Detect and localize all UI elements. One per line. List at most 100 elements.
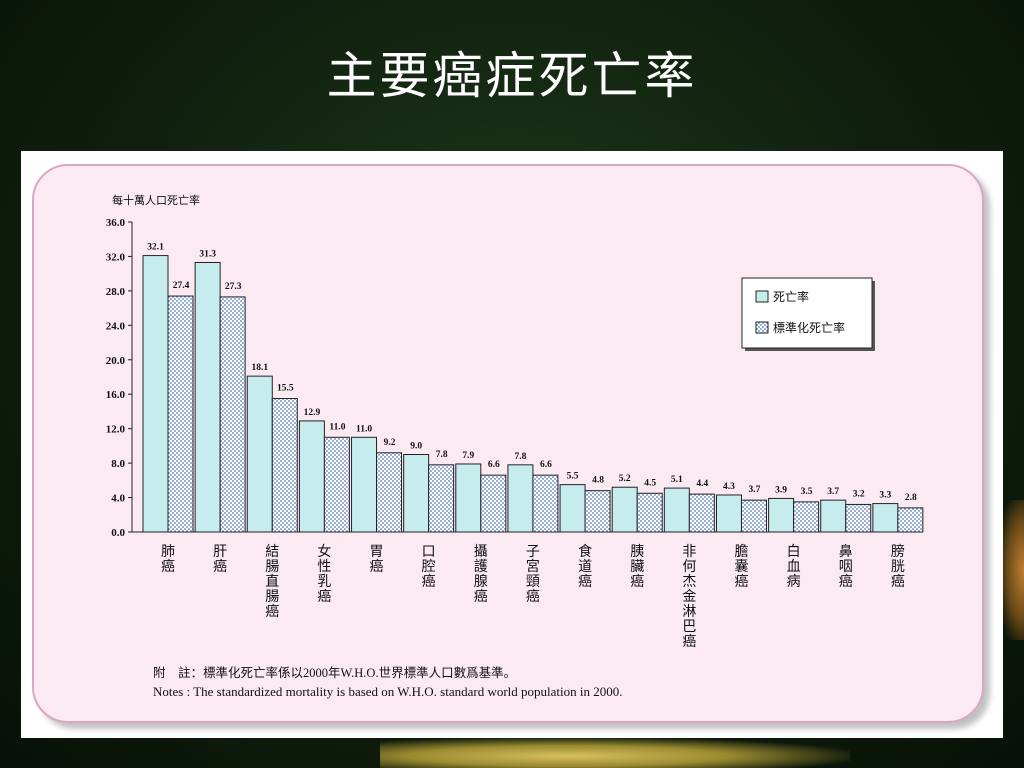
bar-mortality: [142, 255, 169, 533]
y-tick-label: 8.0: [111, 458, 125, 470]
legend-box: [741, 277, 873, 349]
background-decoration: [380, 738, 850, 768]
data-label-mortality: 4.3: [723, 482, 735, 492]
x-tick-label: 結腸直腸癌: [265, 544, 279, 620]
data-label-standardized: 11.0: [329, 422, 345, 432]
legend-swatch-mortality: [755, 290, 769, 303]
bar-standardized-mortality: [688, 493, 715, 533]
bar-standardized-mortality: [793, 501, 820, 533]
x-tick-label: 肺癌: [161, 544, 175, 575]
bar-standardized-mortality: [532, 474, 559, 533]
bar-chart: 每十萬人口死亡率 0.0 4.0 8.0 12.0 16.0 20.0 24.0 28.0 32…: [106, 193, 924, 650]
bars-layer: 32.1 27.4 31.3 27.3 18.1 15.5 12.9 11.0 11.0 9.2 9…: [142, 243, 924, 533]
data-label-mortality: 5.1: [671, 475, 683, 485]
y-tick-label: 20.0: [106, 355, 126, 367]
data-label-standardized: 15.5: [277, 384, 294, 394]
data-label-mortality: 12.9: [304, 408, 321, 418]
bar-standardized-mortality: [323, 436, 350, 533]
x-tick-label: 胃癌: [370, 544, 384, 575]
bar-standardized-mortality: [219, 296, 246, 533]
data-label-standardized: 4.5: [644, 478, 656, 488]
figure-panel: 每十萬人口死亡率 0.0 4.0 8.0 12.0 16.0 20.0 24.0 28.0 32…: [21, 151, 1003, 738]
data-label-mortality: 9.0: [410, 442, 422, 452]
bar-mortality: [194, 261, 221, 533]
bar-standardized-mortality: [376, 452, 403, 533]
data-label-mortality: 5.2: [619, 474, 631, 484]
legend-label-mortality: 死亡率: [773, 289, 809, 304]
y-tick-label: 0.0: [111, 527, 125, 539]
bar-mortality: [559, 484, 586, 533]
data-label-standardized: 27.3: [225, 282, 242, 292]
data-label-standardized: 3.5: [801, 487, 813, 497]
x-tick-labels: 肺癌 肝癌 結腸直腸癌 女性乳癌 胃癌 口腔癌 攝護腺癌 子宮頸癌 食道癌 胰臟癌 非何杰金淋巴癌 膽…: [161, 543, 905, 650]
data-label-mortality: 3.9: [775, 485, 787, 495]
y-tick-label: 28.0: [106, 286, 126, 298]
data-label-standardized: 27.4: [173, 281, 190, 291]
data-label-standardized: 7.8: [436, 450, 448, 460]
data-label-standardized: 6.6: [540, 460, 552, 470]
bar-standardized-mortality: [740, 499, 767, 533]
x-tick-label: 非何杰金淋巴癌: [682, 544, 696, 650]
bar-mortality: [507, 464, 534, 533]
legend-swatch-standardized: [755, 321, 769, 334]
bar-mortality: [351, 436, 378, 533]
data-label-mortality: 32.1: [147, 243, 164, 253]
y-tick-label: 12.0: [106, 424, 126, 436]
bar-mortality: [663, 487, 690, 533]
x-tick-label: 膀胱癌: [891, 543, 905, 590]
slide-title: 主要癌症死亡率: [326, 47, 698, 105]
bar-mortality: [820, 499, 847, 533]
x-tick-label: 胰臟癌: [630, 544, 644, 590]
x-tick-label: 食道癌: [578, 543, 592, 590]
data-label-standardized: 3.7: [749, 485, 761, 495]
data-label-standardized: 2.8: [905, 493, 917, 503]
bar-standardized-mortality: [897, 507, 924, 533]
data-label-mortality: 3.7: [827, 487, 839, 497]
data-label-standardized: 9.2: [384, 438, 396, 448]
bar-mortality: [298, 420, 325, 533]
chart-frame: 每十萬人口死亡率 0.0 4.0 8.0 12.0 16.0 20.0 24.0 28.0 32…: [32, 164, 984, 723]
data-label-standardized: 4.4: [696, 479, 708, 489]
x-tick-label: 白血病: [787, 544, 801, 590]
data-label-mortality: 7.9: [462, 451, 474, 461]
data-label-mortality: 31.3: [199, 249, 216, 259]
data-label-standardized: 4.8: [592, 476, 604, 486]
bar-standardized-mortality: [636, 492, 663, 533]
data-label-mortality: 18.1: [251, 363, 268, 373]
bar-mortality: [715, 494, 742, 533]
y-tick-label: 36.0: [106, 217, 126, 229]
bar-standardized-mortality: [480, 474, 507, 533]
background-decoration-right: [1000, 500, 1024, 640]
bar-mortality: [768, 497, 795, 533]
bar-standardized-mortality: [584, 490, 611, 533]
legend-label-standardized: 標準化死亡率: [773, 320, 845, 335]
bar-standardized-mortality: [845, 503, 872, 533]
y-axis-label: 每十萬人口死亡率: [112, 193, 200, 207]
data-label-mortality: 5.5: [567, 472, 579, 482]
x-tick-label: 肝癌: [213, 544, 227, 575]
footnote-english: Notes : The standardized mortality is ba…: [153, 684, 623, 699]
bar-mortality: [246, 375, 273, 533]
x-tick-label: 膽囊癌: [734, 543, 748, 590]
x-tick-label: 攝護腺癌: [474, 544, 488, 605]
x-tick-label: 女性乳癌: [317, 543, 331, 605]
x-tick-label: 口腔癌: [422, 544, 436, 590]
data-label-mortality: 7.8: [514, 452, 526, 462]
bar-standardized-mortality: [271, 398, 298, 533]
bar-mortality: [872, 503, 899, 533]
x-tick-label: 鼻咽癌: [839, 543, 853, 590]
x-tick-label: 子宮頸癌: [526, 544, 540, 605]
y-tick-label: 4.0: [111, 493, 125, 505]
data-label-standardized: 3.2: [853, 489, 865, 499]
data-label-standardized: 6.6: [488, 460, 500, 470]
bar-mortality: [403, 454, 430, 533]
y-tick-label: 32.0: [106, 251, 126, 263]
bar-mortality: [611, 486, 638, 533]
footnote-chinese: 附 註：標準化死亡率係以2000年W.H.O.世界標準人口數爲基準。: [153, 666, 517, 680]
bar-mortality: [455, 463, 482, 533]
y-tick-label: 24.0: [106, 320, 126, 332]
bar-standardized-mortality: [167, 295, 194, 533]
bar-standardized-mortality: [428, 464, 455, 533]
data-label-mortality: 11.0: [356, 424, 372, 434]
